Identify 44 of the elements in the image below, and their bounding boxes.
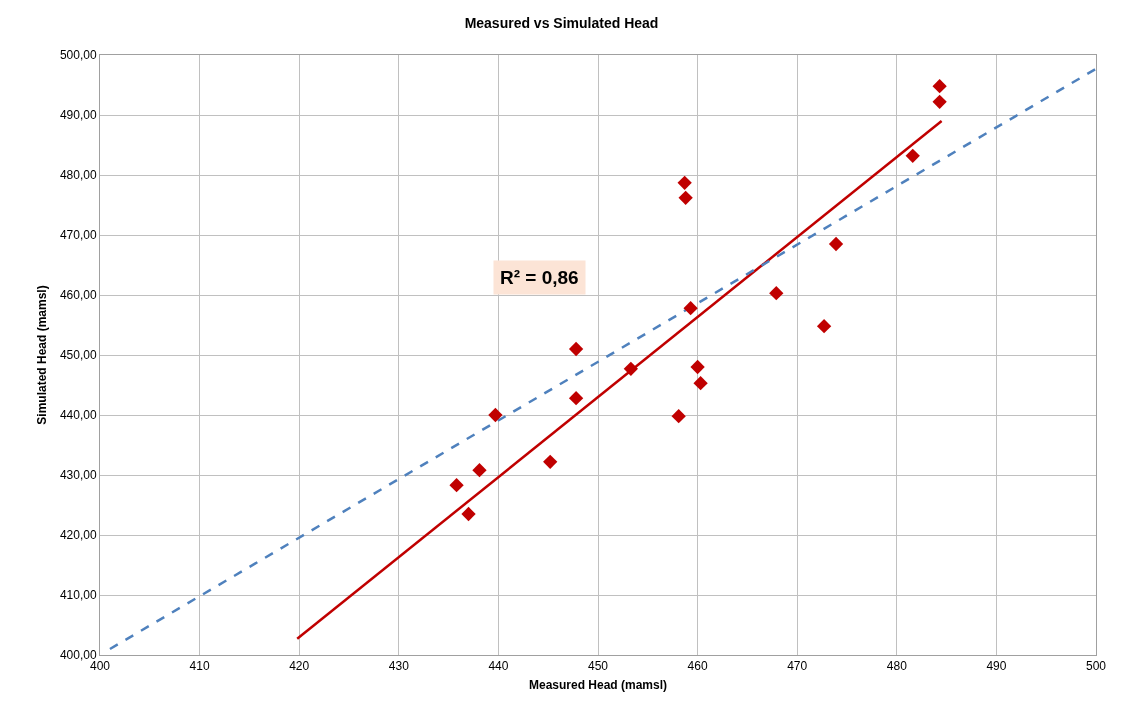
y-tick-label: 430,00 (59, 468, 97, 483)
x-tick-label: 470 (787, 659, 808, 674)
x-tick-label: 450 (587, 659, 609, 674)
point (488, 407, 503, 423)
point (932, 94, 947, 109)
point (690, 359, 705, 375)
point (769, 286, 784, 301)
x-tick-label: 500 (1085, 659, 1107, 674)
point (543, 454, 558, 469)
chart-title: Measured vs Simulated Head (464, 14, 659, 31)
point (568, 341, 584, 357)
point (623, 361, 639, 376)
annotation: R² = 0,86 (500, 267, 579, 288)
x-tick-label: 440 (488, 659, 509, 674)
point (905, 148, 920, 163)
x-tick-label: 490 (986, 659, 1007, 674)
point (568, 391, 584, 406)
point (461, 506, 476, 522)
x-tick-label: 410 (189, 659, 210, 674)
x-tick-label: 460 (687, 659, 708, 674)
x-axis-title: Measured Head (mamsl) (528, 678, 668, 693)
point (677, 175, 692, 190)
point (932, 79, 947, 94)
point (683, 301, 698, 316)
y-tick-label: 440,00 (59, 408, 97, 423)
y-tick-label: 490,00 (59, 108, 97, 123)
point (449, 478, 464, 493)
y-tick-label: 410,00 (59, 588, 97, 603)
point (828, 236, 844, 252)
x-tick-label: 430 (388, 659, 410, 674)
y-tick-label: 470,00 (59, 228, 97, 243)
point (472, 463, 487, 478)
point (671, 409, 686, 424)
x-tick-label: 420 (289, 659, 310, 674)
x-tick-label: 480 (886, 659, 908, 674)
y-tick-label: 450,00 (59, 348, 97, 363)
point (678, 190, 693, 205)
y-tick-label: 420,00 (59, 528, 97, 543)
point (816, 319, 832, 334)
y-axis-title: Simulated Head (mamsl) (35, 285, 50, 425)
point (693, 376, 708, 391)
y-tick-label: 500,00 (59, 48, 97, 63)
y-tick-label: 460,00 (59, 288, 97, 303)
y-tick-label: 480,00 (59, 168, 97, 183)
